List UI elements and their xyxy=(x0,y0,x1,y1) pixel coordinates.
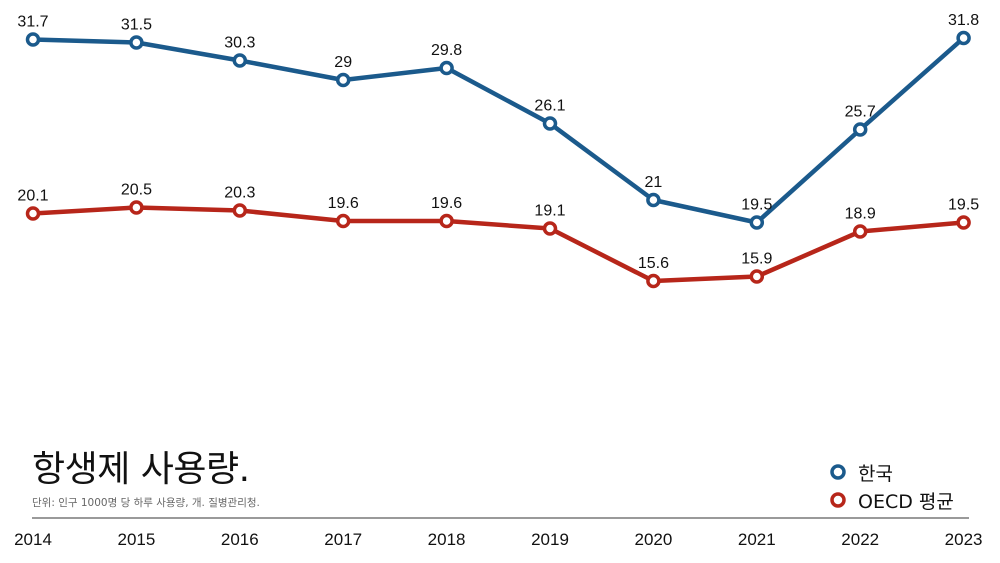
data-point-korea-2023 xyxy=(956,30,971,46)
x-axis-line xyxy=(32,517,969,519)
data-label-korea-2021: 19.5 xyxy=(741,197,772,214)
data-label-oecd-2022: 18.9 xyxy=(845,206,876,223)
data-point-korea-2017 xyxy=(335,72,351,88)
x-tick-label-2016: 2016 xyxy=(221,530,259,549)
data-label-korea-2020: 21 xyxy=(645,174,663,191)
data-label-oecd-2017: 19.6 xyxy=(328,195,359,212)
data-label-korea-2023: 31.8 xyxy=(948,12,979,29)
data-label-korea-2014: 31.7 xyxy=(17,14,48,31)
data-point-korea-2015 xyxy=(129,35,144,50)
series-line-korea xyxy=(32,36,966,225)
data-label-korea-2022: 25.7 xyxy=(845,104,876,121)
x-tick-label-2019: 2019 xyxy=(531,530,569,549)
data-label-korea-2016: 30.3 xyxy=(224,35,255,52)
data-label-oecd-2021: 15.9 xyxy=(741,251,772,268)
x-tick-label-2017: 2017 xyxy=(324,530,362,549)
data-point-oecd-2021 xyxy=(749,269,765,284)
chart-title: 항생제 사용량. xyxy=(32,449,250,490)
legend-marker-korea-icon xyxy=(830,464,846,480)
data-label-oecd-2018: 19.6 xyxy=(431,195,462,212)
data-point-korea-2014 xyxy=(25,32,41,47)
data-point-oecd-2022 xyxy=(852,224,868,239)
x-tick-label-2022: 2022 xyxy=(841,530,879,549)
x-tick-label-2018: 2018 xyxy=(428,530,466,549)
data-point-korea-2020 xyxy=(646,192,661,208)
data-point-korea-2021 xyxy=(749,215,765,230)
data-point-oecd-2014 xyxy=(25,206,41,221)
chart-subtitle: 단위: 인구 1000명 당 하루 사용량, 개. 질병관리청. xyxy=(32,497,260,509)
x-tick-label-2020: 2020 xyxy=(634,530,672,549)
data-point-oecd-2019 xyxy=(542,221,558,236)
x-tick-label-2014: 2014 xyxy=(14,530,52,549)
data-label-korea-2017: 29 xyxy=(334,54,352,71)
data-label-oecd-2020: 15.6 xyxy=(638,255,669,272)
legend-item-oecd: OECD 평균 xyxy=(828,486,954,514)
legend: 한국 OECD 평균 xyxy=(828,458,954,514)
data-point-oecd-2015 xyxy=(129,200,144,215)
data-label-oecd-2015: 20.5 xyxy=(121,182,152,199)
data-point-korea-2016 xyxy=(232,53,248,68)
data-label-korea-2019: 26.1 xyxy=(534,98,565,115)
legend-marker-oecd-icon xyxy=(830,492,846,508)
data-point-oecd-2018 xyxy=(439,213,454,229)
series-line-oecd xyxy=(32,205,964,284)
data-point-korea-2019 xyxy=(542,116,558,131)
x-tick-label-2021: 2021 xyxy=(738,530,776,549)
data-label-korea-2018: 29.8 xyxy=(431,42,462,59)
data-label-korea-2015: 31.5 xyxy=(121,17,152,34)
data-point-oecd-2016 xyxy=(232,203,248,218)
legend-item-korea: 한국 xyxy=(828,458,954,486)
legend-label-korea: 한국 xyxy=(858,462,893,485)
data-label-oecd-2023: 19.5 xyxy=(948,197,979,214)
x-tick-label-2015: 2015 xyxy=(117,530,155,549)
data-point-oecd-2023 xyxy=(956,215,971,230)
data-label-oecd-2014: 20.1 xyxy=(17,188,48,205)
data-point-oecd-2017 xyxy=(335,213,351,229)
data-point-korea-2018 xyxy=(439,60,454,76)
data-point-oecd-2020 xyxy=(646,273,661,289)
x-tick-label-2023: 2023 xyxy=(945,530,983,549)
legend-label-oecd: OECD 평균 xyxy=(858,490,954,513)
data-point-korea-2022 xyxy=(852,122,868,137)
data-label-oecd-2016: 20.3 xyxy=(224,185,255,202)
data-label-oecd-2019: 19.1 xyxy=(534,203,565,220)
